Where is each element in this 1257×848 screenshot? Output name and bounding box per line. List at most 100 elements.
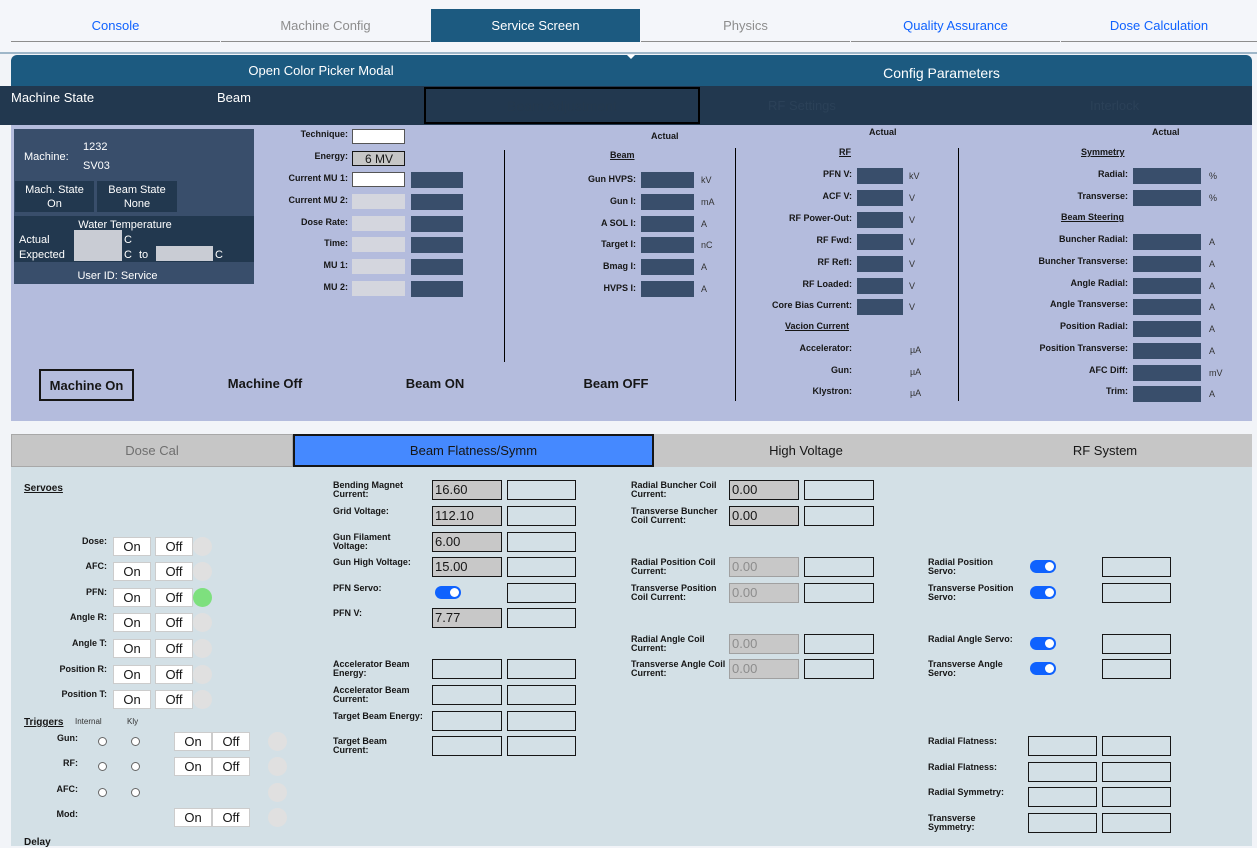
trigger-off-button[interactable]: Off bbox=[212, 732, 250, 751]
tab-quality-assurance[interactable]: Quality Assurance bbox=[851, 9, 1060, 42]
servo-status-indicator bbox=[193, 613, 212, 632]
transverse-angle-coil-input[interactable]: 0.00 bbox=[729, 659, 799, 679]
radial-angle-coil-input[interactable]: 0.00 bbox=[729, 634, 799, 654]
mach-state-box: Mach. State On bbox=[15, 181, 94, 212]
machine-on-button[interactable]: Machine On bbox=[39, 369, 134, 401]
radial-flatness-input[interactable] bbox=[1028, 736, 1097, 756]
tab-dose-cal[interactable]: Dose Cal bbox=[11, 434, 293, 467]
bending-magnet-input[interactable]: 16.60 bbox=[432, 480, 502, 500]
pfn-servo-toggle[interactable] bbox=[435, 586, 461, 599]
gun-filament-input[interactable]: 6.00 bbox=[432, 532, 502, 552]
dose-rate-input[interactable] bbox=[352, 216, 405, 231]
temp-expected-input[interactable] bbox=[156, 246, 213, 261]
mu1-input[interactable] bbox=[352, 259, 405, 274]
trigger-kly-radio[interactable] bbox=[131, 762, 140, 771]
servo-off-button[interactable]: Off bbox=[155, 613, 193, 632]
trigger-label: Mod: bbox=[56, 809, 79, 819]
beam-on-button[interactable]: Beam ON bbox=[405, 375, 465, 391]
beam-label: Beam bbox=[217, 90, 251, 105]
steering-value bbox=[1133, 321, 1201, 337]
caret-icon bbox=[627, 55, 635, 59]
radial-symmetry-label: Radial Symmetry: bbox=[928, 787, 1005, 797]
tab-console[interactable]: Console bbox=[11, 9, 220, 42]
radial-position-servo-toggle[interactable] bbox=[1030, 560, 1056, 573]
trigger-on-button[interactable]: On bbox=[174, 732, 212, 751]
transverse-symmetry-input[interactable] bbox=[1028, 813, 1097, 833]
technique-input[interactable] bbox=[352, 129, 405, 144]
trigger-on-button[interactable]: On bbox=[174, 757, 212, 776]
rf-param-value bbox=[857, 299, 903, 315]
trigger-off-button[interactable]: Off bbox=[212, 757, 250, 776]
tab-service-screen[interactable]: Service Screen bbox=[431, 9, 640, 42]
config-parameters-button[interactable]: Config Parameters bbox=[883, 65, 1000, 81]
target-beam-current-input[interactable] bbox=[432, 736, 502, 756]
servo-on-button[interactable]: On bbox=[113, 588, 151, 607]
temp-unit: C bbox=[124, 249, 132, 261]
tab-high-voltage[interactable]: High Voltage bbox=[769, 443, 843, 458]
servo-off-button[interactable]: Off bbox=[155, 537, 193, 556]
trigger-kly-radio[interactable] bbox=[131, 737, 140, 746]
radial-flatness-input-2[interactable] bbox=[1028, 762, 1097, 782]
mu2-input[interactable] bbox=[352, 281, 405, 296]
tab-machine-config[interactable]: Machine Config bbox=[221, 9, 430, 42]
trigger-off-button[interactable]: Off bbox=[212, 808, 250, 827]
time-input[interactable] bbox=[352, 237, 405, 252]
radial-angle-servo-toggle[interactable] bbox=[1030, 637, 1056, 650]
servo-on-button[interactable]: On bbox=[113, 537, 151, 556]
tab-beam-adjustment[interactable]: Beam Adjustment bbox=[424, 87, 700, 124]
beam-param-label: Target I: bbox=[601, 239, 636, 249]
trigger-kly-radio[interactable] bbox=[131, 788, 140, 797]
servo-off-button[interactable]: Off bbox=[155, 690, 193, 709]
transverse-position-servo-toggle[interactable] bbox=[1030, 586, 1056, 599]
radial-position-servo-label: Radial Position Servo: bbox=[928, 557, 994, 576]
trigger-internal-radio[interactable] bbox=[98, 788, 107, 797]
servo-off-button[interactable]: Off bbox=[155, 588, 193, 607]
current-mu2-input[interactable] bbox=[352, 194, 405, 209]
acc-beam-current-input[interactable] bbox=[432, 685, 502, 705]
trigger-internal-radio[interactable] bbox=[98, 737, 107, 746]
servo-on-button[interactable]: On bbox=[113, 690, 151, 709]
tab-interlock[interactable]: Interlock bbox=[1090, 98, 1140, 113]
grid-voltage-readback bbox=[507, 506, 576, 526]
beam-off-button[interactable]: Beam OFF bbox=[583, 375, 649, 391]
tab-dose-calculation[interactable]: Dose Calculation bbox=[1061, 9, 1257, 42]
servo-off-button[interactable]: Off bbox=[155, 665, 193, 684]
servo-on-button[interactable]: On bbox=[113, 562, 151, 581]
gun-high-voltage-input[interactable]: 15.00 bbox=[432, 557, 502, 577]
radial-buncher-input[interactable]: 0.00 bbox=[729, 480, 799, 500]
machine-off-button[interactable]: Machine Off bbox=[227, 375, 303, 391]
open-color-picker-button[interactable]: Open Color Picker Modal bbox=[248, 63, 394, 78]
grid-voltage-input[interactable]: 112.10 bbox=[432, 506, 502, 526]
current-mu1-input[interactable] bbox=[352, 172, 405, 187]
acc-beam-energy-input[interactable] bbox=[432, 659, 502, 679]
steering-unit: mV bbox=[1209, 368, 1223, 378]
servo-off-button[interactable]: Off bbox=[155, 562, 193, 581]
mach-state-value: On bbox=[47, 198, 62, 210]
tab-physics[interactable]: Physics bbox=[641, 9, 850, 42]
trigger-internal-radio[interactable] bbox=[98, 762, 107, 771]
rf-param-unit: V bbox=[909, 193, 916, 203]
beam-state-label: Beam State bbox=[108, 184, 166, 196]
radial-position-coil-input[interactable]: 0.00 bbox=[729, 557, 799, 577]
tab-rf-settings[interactable]: RF Settings bbox=[768, 98, 836, 113]
rf-param-value bbox=[857, 212, 903, 228]
transverse-position-coil-input[interactable]: 0.00 bbox=[729, 583, 799, 603]
steering-label: Buncher Transverse: bbox=[1038, 256, 1128, 266]
servo-on-button[interactable]: On bbox=[113, 613, 151, 632]
energy-select[interactable]: 6 MV bbox=[352, 151, 405, 166]
transverse-buncher-input[interactable]: 0.00 bbox=[729, 506, 799, 526]
trigger-on-button[interactable]: On bbox=[174, 808, 212, 827]
servo-label: Position R: bbox=[59, 664, 108, 674]
tab-beam-flatness-symm[interactable]: Beam Flatness/Symm bbox=[293, 434, 654, 467]
temp-unit: C bbox=[124, 234, 132, 246]
tab-rf-system[interactable]: RF System bbox=[1072, 443, 1138, 458]
servo-on-button[interactable]: On bbox=[113, 639, 151, 658]
transverse-angle-servo-toggle[interactable] bbox=[1030, 662, 1056, 675]
pfn-v-input[interactable]: 7.77 bbox=[432, 608, 502, 628]
radial-symmetry-input[interactable] bbox=[1028, 787, 1097, 807]
temp-actual-input[interactable] bbox=[74, 230, 122, 261]
servo-off-button[interactable]: Off bbox=[155, 639, 193, 658]
target-beam-energy-input[interactable] bbox=[432, 711, 502, 731]
beam-param-unit: kV bbox=[701, 175, 712, 185]
servo-on-button[interactable]: On bbox=[113, 665, 151, 684]
